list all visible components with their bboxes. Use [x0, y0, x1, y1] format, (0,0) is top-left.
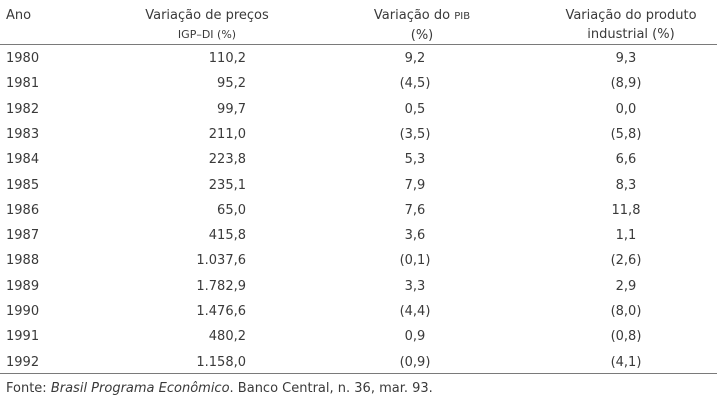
- cell-igp-di: 99,7: [217, 101, 246, 117]
- header-pib: Variação do PIB (%): [362, 6, 482, 45]
- table-row: 1989 1.782,9 3,3 2,9: [0, 275, 717, 298]
- cell-igp-di: 110,2: [208, 51, 246, 66]
- cell-pib: (0,1): [399, 253, 431, 269]
- cell-ano: 1986: [6, 202, 40, 218]
- header-industrial-line1: Variação do produto: [565, 8, 697, 23]
- cell-igp-di: 223,8: [208, 152, 246, 168]
- header-pib-line1: Variação do PIB: [362, 6, 482, 26]
- table-row: 1980 110,2 9,2 9,3: [0, 47, 717, 70]
- cell-industrial: 9,3: [615, 51, 637, 66]
- cell-ano: 1988: [6, 253, 40, 269]
- cell-pib: 9,2: [404, 51, 426, 66]
- header-pib-abbr: PIB: [454, 11, 471, 22]
- header-igp-di-line2: IGP–DI (%): [177, 28, 237, 41]
- cell-industrial: (2,6): [610, 253, 642, 269]
- header-pib-label: Variação do: [373, 8, 455, 23]
- cell-ano: 1984: [6, 152, 40, 168]
- cell-ano: 1989: [6, 278, 40, 294]
- table-bottom-rule: [0, 373, 717, 374]
- cell-industrial: (0,8): [610, 329, 642, 345]
- table-row: 1987 415,8 3,6 1,1: [0, 224, 717, 247]
- cell-industrial: 0,0: [615, 101, 637, 117]
- cell-ano: 1981: [6, 76, 40, 92]
- cell-ano: 1991: [6, 329, 40, 345]
- table-row: 1984 223,8 5,3 6,6: [0, 148, 717, 171]
- header-industrial: Variação do produto industrial (%): [551, 6, 711, 44]
- cell-ano: 1983: [6, 126, 40, 142]
- cell-pib: (0,9): [399, 354, 431, 370]
- cell-industrial: 8,3: [615, 177, 637, 193]
- header-divider: [0, 44, 717, 45]
- cell-ano: 1992: [6, 354, 40, 370]
- cell-industrial: (8,9): [610, 76, 642, 92]
- cell-ano: 1985: [6, 177, 40, 193]
- cell-pib: (4,5): [399, 76, 431, 92]
- header-pib-line2: (%): [410, 28, 434, 43]
- cell-ano: 1990: [6, 304, 40, 319]
- table-row: 1982 99,7 0,5 0,0: [0, 98, 717, 121]
- cell-igp-di: 1.037,6: [196, 253, 246, 269]
- cell-ano: 1987: [6, 228, 40, 244]
- source-suffix: . Banco Central, n. 36, mar. 93.: [229, 381, 433, 396]
- cell-industrial: 1,1: [615, 228, 637, 244]
- source-prefix: Fonte:: [6, 381, 51, 396]
- table-row: 1981 95,2 (4,5) (8,9): [0, 72, 717, 95]
- source-note: Fonte: Brasil Programa Econômico. Banco …: [6, 379, 433, 399]
- cell-pib: 7,6: [404, 202, 426, 218]
- table-row: 1991 480,2 0,9 (0,8): [0, 325, 717, 348]
- cell-igp-di: 95,2: [217, 76, 246, 92]
- cell-industrial: (4,1): [610, 354, 642, 370]
- table-row: 1985 235,1 7,9 8,3: [0, 174, 717, 197]
- cell-igp-di: 1.158,0: [196, 354, 246, 370]
- header-ano: Ano: [6, 8, 32, 23]
- cell-industrial: 2,9: [615, 278, 637, 294]
- cell-pib: 0,5: [404, 101, 426, 117]
- cell-ano: 1982: [6, 101, 40, 117]
- cell-pib: (4,4): [399, 304, 431, 319]
- cell-igp-di: 415,8: [208, 228, 246, 244]
- cell-igp-di: 235,1: [208, 177, 246, 193]
- cell-pib: 0,9: [404, 329, 426, 345]
- cell-pib: 7,9: [404, 177, 426, 193]
- table-row: 1988 1.037,6 (0,1) (2,6): [0, 249, 717, 272]
- cell-industrial: (8,0): [610, 304, 642, 319]
- cell-igp-di: 480,2: [208, 329, 246, 345]
- cell-igp-di: 65,0: [217, 202, 246, 218]
- cell-pib: (3,5): [399, 126, 431, 142]
- table-row: 1983 211,0 (3,5) (5,8): [0, 123, 717, 146]
- cell-igp-di: 1.782,9: [196, 278, 246, 294]
- cell-pib: 3,6: [404, 228, 426, 244]
- table-row: 1990 1.476,6 (4,4) (8,0): [0, 300, 717, 323]
- table-header: Ano Variação de preços IGP–DI (%) Variaç…: [0, 0, 717, 44]
- cell-igp-di: 211,0: [208, 126, 246, 142]
- table-row: 1986 65,0 7,6 11,8: [0, 199, 717, 222]
- source-title: Brasil Programa Econômico: [50, 381, 230, 396]
- cell-pib: 3,3: [404, 278, 426, 294]
- header-industrial-line2: industrial (%): [587, 27, 675, 42]
- table-row: 1992 1.158,0 (0,9) (4,1): [0, 351, 717, 374]
- cell-industrial: 11,8: [611, 202, 641, 218]
- cell-ano: 1980: [6, 51, 40, 66]
- cell-pib: 5,3: [404, 152, 426, 168]
- cell-industrial: (5,8): [610, 126, 642, 142]
- cell-igp-di: 1.476,6: [196, 304, 246, 319]
- header-igp-di-line1: Variação de preços: [145, 8, 269, 23]
- cell-industrial: 6,6: [615, 152, 637, 168]
- header-igp-di: Variação de preços IGP–DI (%): [144, 6, 270, 44]
